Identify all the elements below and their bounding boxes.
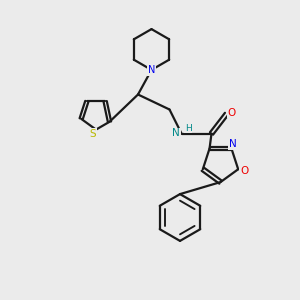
Text: O: O [228,107,236,118]
Text: O: O [240,166,248,176]
Text: H: H [185,124,191,133]
Text: N: N [172,128,180,139]
Text: S: S [90,129,96,139]
Text: N: N [229,139,237,149]
Text: N: N [148,65,155,75]
